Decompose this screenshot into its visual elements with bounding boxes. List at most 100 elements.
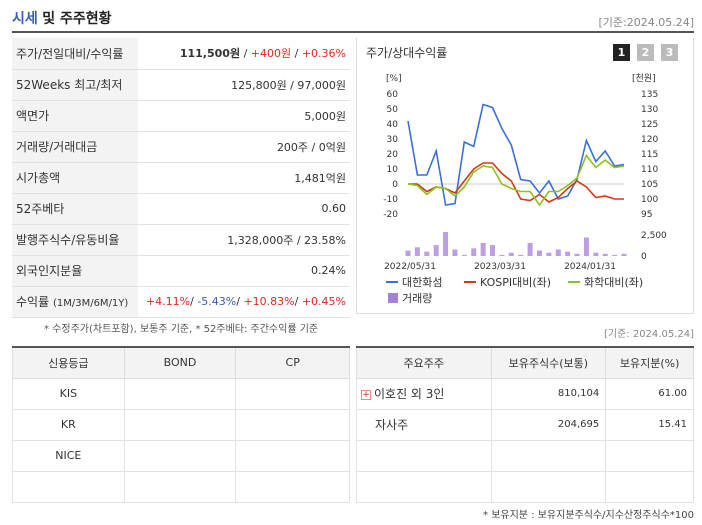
volume-bar	[414, 247, 420, 256]
table-row: + 이호진 외 3인 810,104 61.00	[356, 377, 694, 410]
volume-bar	[565, 251, 571, 256]
table-row: 52Weeks 최고/최저 125,800원 / 97,000원	[12, 69, 350, 101]
bond-rating	[123, 408, 237, 441]
empty-cell	[356, 470, 492, 503]
volume-bar	[405, 250, 411, 256]
holder-shares: 810,104	[490, 377, 607, 410]
title-holders: 및 주주현황	[42, 11, 112, 27]
chart-page-2-button[interactable]: 2	[637, 44, 654, 61]
right-tick-label: 110	[641, 165, 658, 175]
legend-label-volume: 거래량	[402, 292, 432, 305]
volume-bar	[621, 253, 627, 256]
separator: /	[294, 295, 302, 308]
volume-bar	[499, 254, 505, 256]
right-tick-label: 105	[641, 180, 658, 190]
separator: /	[190, 295, 198, 308]
legend-label-0: 대한화섬	[402, 276, 442, 289]
right-tick-label: 100	[641, 195, 658, 205]
volume-bar	[612, 254, 618, 256]
legend-swatch-volume	[388, 293, 398, 303]
holder-pct: 15.41	[605, 408, 694, 441]
empty-cell	[356, 439, 492, 472]
stat-label: 수익률 (1M/3M/6M/1Y)	[12, 286, 138, 318]
stat-value: 0.24%	[138, 255, 350, 287]
legend-label-1: KOSPI대비(좌)	[480, 276, 551, 289]
holder-name: 자사주	[356, 408, 492, 441]
price-chart: [%] [천원]6050403020100-10-2013513012512011…	[383, 73, 667, 305]
chart-panel	[356, 38, 694, 314]
stat-label: 52주베타	[12, 193, 138, 225]
volume-bar	[452, 249, 458, 256]
volume-bar	[527, 242, 533, 256]
returns-label: 수익률	[16, 295, 50, 309]
column-header: BOND	[123, 346, 237, 379]
bond-rating	[123, 377, 237, 410]
table-row	[356, 470, 694, 503]
return-6m: +10.83%	[243, 295, 295, 308]
left-tick-label: 0	[392, 180, 398, 190]
holder-shares: 204,695	[490, 408, 607, 441]
left-tick-label: -10	[383, 195, 398, 205]
volume-bar	[508, 252, 514, 256]
right-tick-label: 95	[641, 210, 652, 220]
stat-value: 1,328,000주 / 23.58%	[138, 224, 350, 256]
chart-page-3-button[interactable]: 3	[661, 44, 678, 61]
table-row: 52주베타 0.60	[12, 193, 350, 225]
stat-value: 0.60	[138, 193, 350, 225]
table-row: KR	[12, 408, 350, 441]
column-header: 보유주식수(보통)	[490, 346, 607, 379]
left-tick-label: 10	[387, 165, 399, 175]
holder-name-cell[interactable]: + 이호진 외 3인	[356, 377, 492, 410]
stat-value: 125,800원 / 97,000원	[138, 69, 350, 101]
cp-rating	[235, 377, 350, 410]
series-line-0	[407, 103, 625, 206]
table-row: NICE	[12, 439, 350, 472]
stat-label: 52Weeks 최고/최저	[12, 69, 138, 101]
expand-plus-icon[interactable]: +	[361, 389, 371, 400]
empty-cell	[490, 439, 607, 472]
table-row: 수익률 (1M/3M/6M/1Y) +4.11%/ -5.43%/ +10.83…	[12, 286, 350, 318]
stat-label: 외국인지분율	[12, 255, 138, 287]
x-tick-label: 2023/03/31	[474, 262, 526, 272]
table-row: 주가/전일대비/수익률 111,500원 / +400원 / +0.36%	[12, 38, 350, 70]
price-change: +400원	[250, 47, 292, 61]
right-tick-label: 130	[641, 105, 658, 115]
holders-footnote: * 보유지분 : 보유지분주식수/지수산정주식수*100	[483, 510, 694, 521]
table-row: 발행주식수/유동비율 1,328,000주 / 23.58%	[12, 224, 350, 256]
stat-value: 200주 / 0억원	[138, 131, 350, 163]
agency-name: KIS	[12, 377, 125, 410]
volume-bar	[424, 251, 430, 256]
right-tick-label: 125	[641, 120, 658, 130]
current-price: 111,500원	[179, 47, 241, 61]
reference-date-2: [기준: 2024.05.24]	[603, 329, 694, 340]
left-tick-label: -20	[383, 210, 398, 220]
table-row: 자사주 204,695 15.41	[356, 408, 694, 441]
table-row: KIS	[12, 377, 350, 410]
table-row: 거래량/거래대금 200주 / 0억원	[12, 131, 350, 163]
volume-bar	[490, 245, 496, 256]
stat-label: 발행주식수/유동비율	[12, 224, 138, 256]
volume-bar	[593, 252, 599, 256]
column-header: CP	[235, 346, 350, 379]
volume-tick-label: 0	[641, 252, 647, 262]
returns-period: (1M/3M/6M/1Y)	[52, 298, 129, 309]
left-axis-unit: [%]	[386, 74, 402, 84]
x-tick-label: 2024/01/31	[564, 262, 616, 272]
chart-page-1-button[interactable]: 1	[613, 44, 630, 61]
empty-cell	[490, 470, 607, 503]
reference-date: [기준:2024.05.24]	[598, 16, 694, 29]
price-value: 111,500원 / +400원 / +0.36%	[138, 38, 350, 70]
volume-bar	[480, 242, 486, 256]
table-header-row: 신용등급 BOND CP	[12, 346, 350, 379]
volume-bar	[574, 253, 580, 256]
x-tick-label: 2022/05/31	[384, 262, 436, 272]
credit-rating-table: 신용등급 BOND CP KIS KR NICE	[12, 346, 350, 503]
separator: /	[236, 295, 244, 308]
left-tick-label: 40	[387, 120, 399, 130]
series-line-2	[407, 153, 625, 207]
bond-rating	[123, 439, 237, 472]
volume-bar	[461, 254, 467, 256]
volume-bar	[555, 249, 561, 256]
volume-bar	[602, 253, 608, 256]
agency-name: KR	[12, 408, 125, 441]
